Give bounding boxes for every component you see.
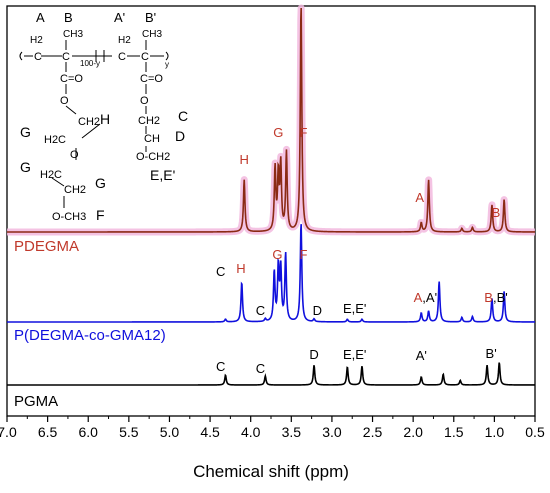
struct-label-a: A: [36, 10, 45, 25]
struct-ceqo-right: C=O: [140, 73, 163, 85]
series-label-pdegma: PDEGMA: [14, 238, 79, 255]
peak-label: C: [256, 361, 265, 376]
x-tick-label: 3.0: [322, 424, 342, 440]
struct-side-chain-left-bonds: [51, 62, 101, 208]
struct-label-g1: G: [20, 124, 31, 140]
peak-label: H: [239, 152, 248, 167]
struct-h2c-g1: H2C: [44, 134, 66, 146]
x-tick-label: 1.0: [485, 424, 505, 440]
peak-label: E,E': [343, 301, 366, 316]
peak-label: G: [272, 247, 282, 262]
x-tick-label: 0.5: [525, 424, 545, 440]
struct-o-right: O: [140, 95, 149, 107]
struct-label-b-prime: B': [145, 10, 156, 25]
struct-backbone: [19, 40, 169, 62]
x-tick-label: 5.5: [119, 424, 139, 440]
spectra-layer: [3, 4, 539, 386]
x-axis-tick-labels: 7.0 6.5 6.0 5.5 5.0 4.5 4.0 3.5 3.0 2.5 2.0 1.5 1.0 0…: [0, 424, 545, 440]
struct-h2-a: H2: [30, 35, 43, 46]
struct-ch3-b: CH3: [63, 29, 83, 40]
peak-label: D: [313, 303, 322, 318]
struct-c-b: C: [62, 51, 70, 63]
x-axis-title: Chemical shift (ppm): [193, 462, 349, 481]
x-axis-ticks: [6, 416, 536, 422]
peak-label: C: [216, 359, 225, 374]
x-tick-label: 6.0: [78, 424, 98, 440]
peak-label: G: [273, 125, 283, 140]
struct-ch2-c: CH2: [138, 115, 160, 127]
struct-label-d: D: [175, 128, 185, 144]
peak-label: E,E': [343, 347, 366, 362]
struct-ch2-h: CH2: [78, 116, 100, 128]
x-tick-label: 2.0: [403, 424, 423, 440]
struct-c-a: C: [34, 51, 42, 63]
series-label-copolymer: P(DEGMA-co-GMA12): [14, 327, 166, 344]
struct-label-g2: G: [20, 159, 31, 175]
peak-label: C: [256, 303, 265, 318]
peak-label: C: [216, 264, 225, 279]
struct-label-ee: E,E': [150, 167, 175, 183]
struct-subscript-100y: 100-y: [80, 59, 100, 68]
struct-label-b: B: [64, 10, 73, 25]
x-tick-label: 6.5: [38, 424, 58, 440]
struct-o-left: O: [60, 95, 69, 107]
struct-label-h: H: [100, 111, 110, 127]
struct-ceqo-left: C=O: [60, 73, 83, 85]
x-tick-label: 1.5: [444, 424, 464, 440]
peak-label: A': [416, 348, 427, 363]
struct-ch-d: CH: [144, 133, 160, 145]
peak-label: B: [492, 205, 501, 220]
struct-ch3-b-prime: CH3: [142, 29, 162, 40]
series-label-pgma: PGMA: [14, 393, 58, 410]
struct-label-a-prime: A': [114, 10, 125, 25]
struct-label-c: C: [178, 108, 188, 124]
struct-c-a-prime: C: [118, 51, 126, 63]
struct-c-b-prime: C: [141, 51, 149, 63]
spectrum-pdegma: [7, 7, 535, 233]
struct-h2c-g2: H2C: [40, 169, 62, 181]
struct-o-ether: O: [70, 149, 79, 161]
struct-och2-epoxide: O-CH2: [136, 151, 170, 163]
peak-label: F: [300, 125, 308, 140]
peak-label: A,A': [414, 290, 437, 305]
x-tick-label: 5.0: [160, 424, 180, 440]
x-tick-label: 4.5: [200, 424, 220, 440]
spectrum-copolymer: [7, 224, 535, 323]
struct-ch2-g3: CH2: [64, 184, 86, 196]
struct-subscript-y: y: [165, 60, 169, 69]
chemical-structure: A B A' B' H2 CH3 H2 CH3 C C C C 100-y y …: [19, 10, 188, 223]
struct-label-f: F: [96, 207, 105, 223]
struct-h2-a-prime: H2: [118, 35, 131, 46]
spectrum-pgma: [7, 362, 535, 386]
x-tick-label: 2.5: [363, 424, 383, 440]
peak-label: H: [236, 261, 245, 276]
peak-label: D: [309, 347, 318, 362]
struct-och3: O-CH3: [52, 211, 86, 223]
peak-label: F: [300, 247, 308, 262]
peak-label: B': [486, 346, 497, 361]
x-tick-label: 3.5: [282, 424, 302, 440]
struct-label-g3: G: [95, 175, 106, 191]
x-tick-label: 7.0: [0, 424, 17, 440]
peak-label: A: [415, 190, 424, 205]
peak-label: B,B': [484, 290, 507, 305]
x-tick-label: 4.0: [241, 424, 261, 440]
